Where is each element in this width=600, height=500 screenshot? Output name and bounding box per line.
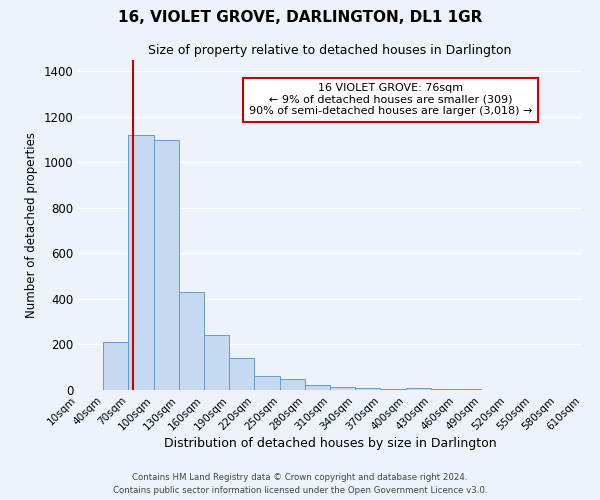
Y-axis label: Number of detached properties: Number of detached properties bbox=[25, 132, 38, 318]
Bar bbox=[280, 378, 305, 390]
Bar bbox=[229, 358, 254, 390]
Bar bbox=[254, 376, 280, 390]
Text: Contains HM Land Registry data © Crown copyright and database right 2024.
Contai: Contains HM Land Registry data © Crown c… bbox=[113, 474, 487, 495]
Bar bbox=[406, 388, 431, 390]
Bar bbox=[305, 386, 330, 390]
Text: 16 VIOLET GROVE: 76sqm
← 9% of detached houses are smaller (309)
90% of semi-det: 16 VIOLET GROVE: 76sqm ← 9% of detached … bbox=[249, 83, 532, 116]
Text: 16, VIOLET GROVE, DARLINGTON, DL1 1GR: 16, VIOLET GROVE, DARLINGTON, DL1 1GR bbox=[118, 10, 482, 25]
Bar bbox=[456, 389, 481, 390]
Bar bbox=[330, 386, 355, 390]
Bar bbox=[128, 135, 154, 390]
Bar bbox=[154, 140, 179, 390]
Bar bbox=[431, 389, 456, 390]
Bar bbox=[204, 336, 229, 390]
Title: Size of property relative to detached houses in Darlington: Size of property relative to detached ho… bbox=[148, 44, 512, 58]
X-axis label: Distribution of detached houses by size in Darlington: Distribution of detached houses by size … bbox=[164, 437, 496, 450]
Bar bbox=[179, 292, 204, 390]
Bar bbox=[103, 342, 128, 390]
Bar bbox=[355, 388, 380, 390]
Bar bbox=[380, 389, 406, 390]
